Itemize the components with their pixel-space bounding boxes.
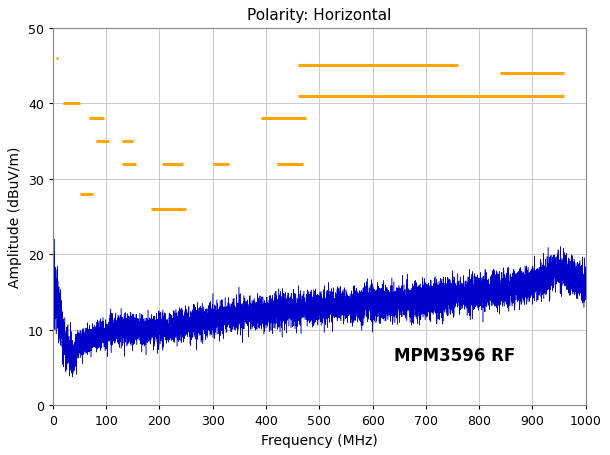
X-axis label: Frequency (MHz): Frequency (MHz) (261, 433, 378, 447)
Title: Polarity: Horizontal: Polarity: Horizontal (247, 8, 392, 23)
Text: MPM3596 RF: MPM3596 RF (394, 346, 515, 364)
Y-axis label: Amplitude (dBuV/m): Amplitude (dBuV/m) (9, 147, 23, 288)
